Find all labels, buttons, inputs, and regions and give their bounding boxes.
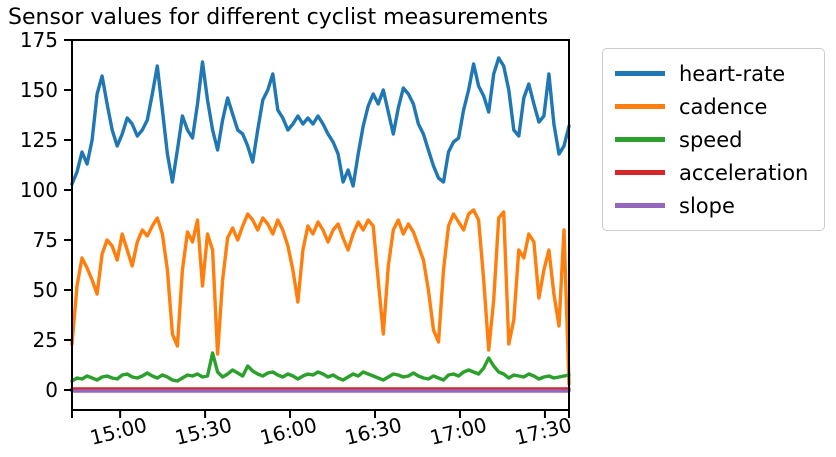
- legend-item: slope: [603, 189, 824, 222]
- legend-item: heart-rate: [603, 57, 824, 90]
- legend-item-label: cadence: [679, 94, 768, 119]
- legend-item: cadence: [603, 90, 824, 123]
- x-tick-label: 16:30: [342, 413, 404, 450]
- y-tick-label: 50: [33, 278, 58, 302]
- x-tick-label: 17:00: [427, 413, 489, 450]
- legend-line-swatch: [615, 71, 665, 76]
- legend-item-label: acceleration: [679, 160, 809, 185]
- legend-line-swatch: [615, 137, 665, 142]
- legend-item-label: slope: [679, 193, 735, 218]
- y-tick-label: 150: [20, 78, 58, 102]
- plot-border: [71, 39, 570, 411]
- y-tick-label: 25: [33, 328, 58, 352]
- x-tick-label: 16:00: [258, 413, 320, 450]
- series-line-speed: [70, 351, 571, 383]
- y-tick-label: 0: [45, 378, 58, 402]
- y-tick-label: 125: [20, 128, 58, 152]
- legend-item: speed: [603, 123, 824, 156]
- legend-item: acceleration: [603, 156, 824, 189]
- chart-title: Sensor values for different cyclist meas…: [8, 5, 549, 30]
- x-tick-label: 17:30: [512, 413, 574, 450]
- x-tick-label: 15:30: [173, 413, 235, 450]
- legend-line-swatch: [615, 203, 665, 208]
- y-tick-label: 75: [33, 228, 58, 252]
- legend-line-swatch: [615, 104, 665, 109]
- series-line-cadence: [70, 208, 571, 386]
- legend: heart-rate cadence speed acceleration sl…: [602, 48, 825, 231]
- series-line-heart-rate: [70, 56, 571, 188]
- legend-line-swatch: [615, 170, 665, 175]
- legend-item-label: speed: [679, 127, 743, 152]
- legend-item-label: heart-rate: [679, 61, 786, 86]
- x-tick-label: 15:00: [88, 413, 150, 450]
- y-tick-label: 100: [20, 178, 58, 202]
- y-tick-label: 175: [20, 28, 58, 52]
